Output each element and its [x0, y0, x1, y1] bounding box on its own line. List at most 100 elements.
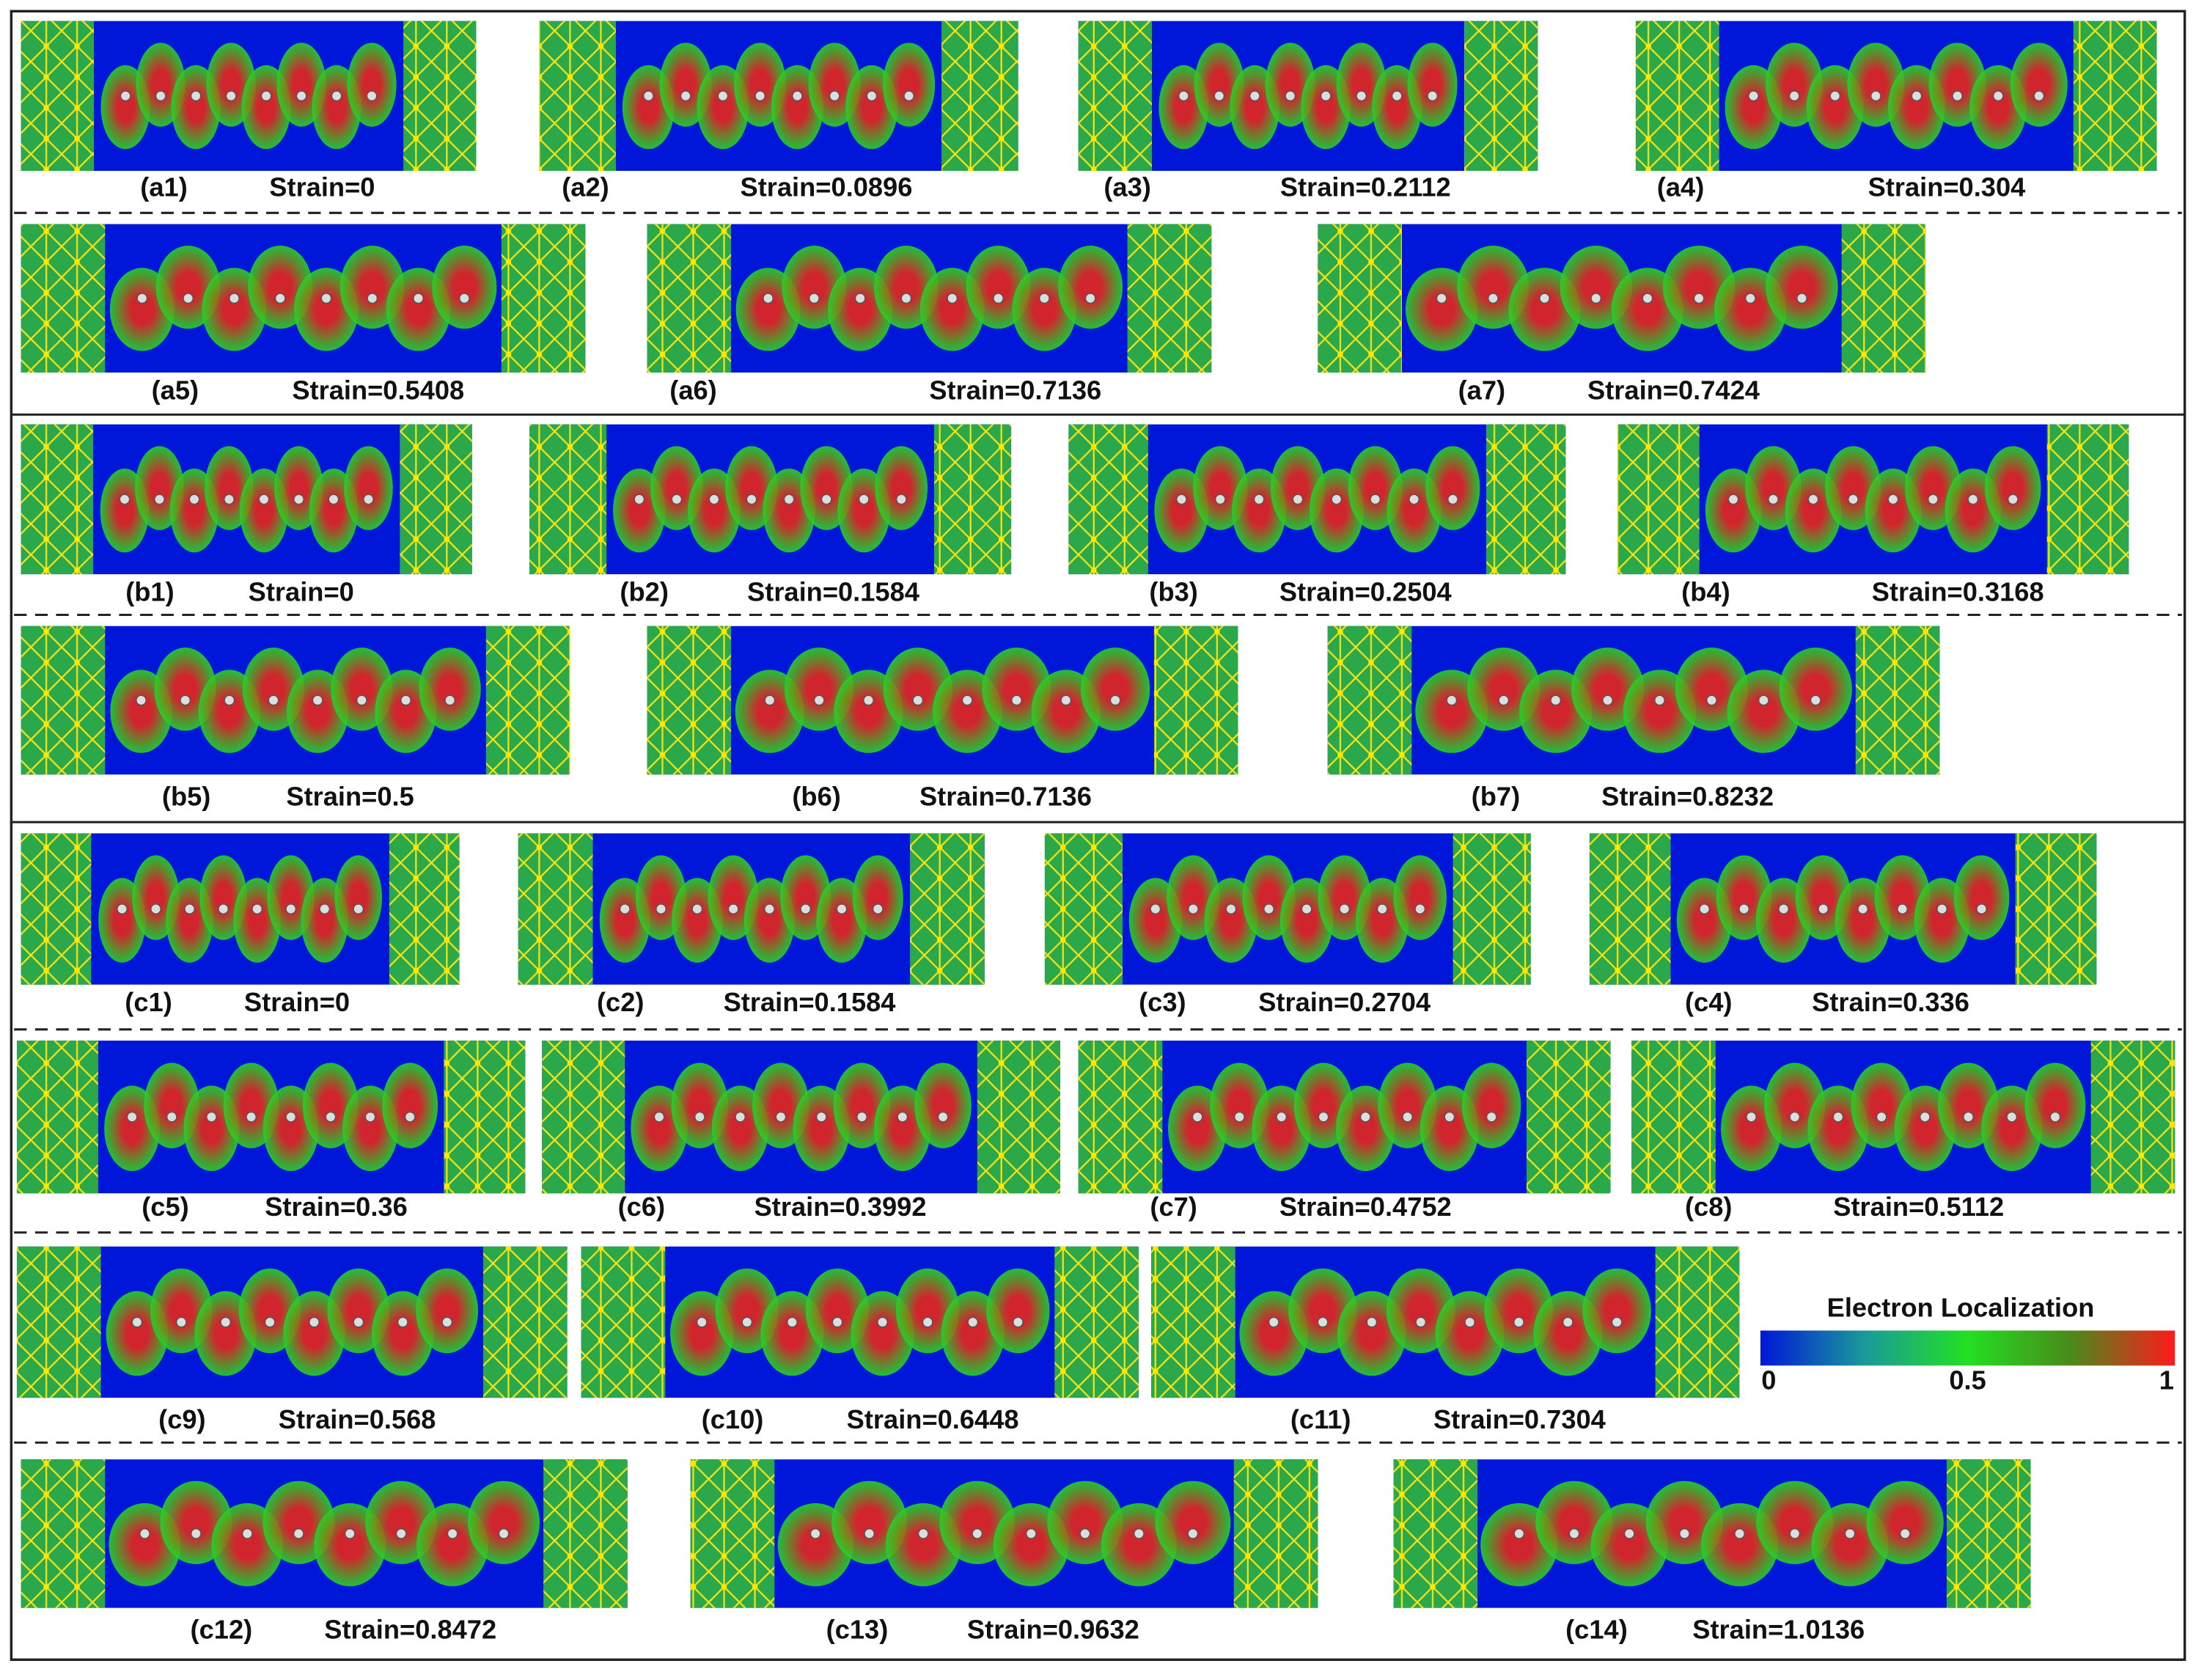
panel-label: (a4) [1657, 172, 1705, 202]
electrode-left [647, 224, 732, 373]
atom [1590, 293, 1602, 304]
electrode-right [1855, 626, 1940, 775]
atom [184, 903, 196, 915]
elf-panel: (c2) Strain=0.1584 [518, 833, 985, 1017]
panel-label: (c12) [191, 1615, 253, 1645]
atom [119, 494, 131, 505]
electrode-right [1526, 1041, 1611, 1194]
atom [1263, 903, 1274, 915]
atom [694, 1111, 705, 1123]
electron-density-blob [2024, 1063, 2086, 1148]
electrode-left [518, 833, 593, 985]
atom [1191, 1111, 1203, 1123]
atom [1366, 1316, 1378, 1328]
atom [131, 1316, 143, 1328]
atom [1936, 903, 1948, 915]
electrode-left [1631, 1041, 1716, 1194]
atom [268, 694, 279, 706]
electron-density-blob [1155, 1481, 1231, 1564]
atom [1427, 90, 1439, 102]
electrode-left [647, 626, 732, 775]
atom [1876, 1111, 1887, 1123]
atom [225, 90, 237, 102]
atom [139, 1527, 150, 1539]
elf-panel: (a1) Strain=0 [21, 21, 477, 202]
electrode-right [501, 224, 586, 373]
atom [900, 293, 912, 304]
atom [691, 903, 703, 915]
atom [1734, 1527, 1746, 1539]
elf-panel: (b4) Strain=0.3168 [1617, 424, 2129, 606]
strain-caption: Strain=0.336 [1812, 987, 1969, 1017]
atom [836, 903, 848, 915]
strain-caption: Strain=0.9632 [967, 1615, 1139, 1645]
electron-density-blob [1393, 855, 1447, 940]
panel-label: (c7) [1150, 1192, 1197, 1222]
electrode-right [1486, 424, 1566, 575]
atom [967, 1316, 979, 1328]
atom [1899, 1527, 1911, 1539]
atom [117, 903, 128, 915]
atom [328, 494, 339, 505]
atom [1705, 694, 1717, 706]
electron-density-blob [416, 1268, 479, 1354]
strain-caption: Strain=1.0136 [1692, 1615, 1865, 1645]
electron-density-blob [2010, 43, 2068, 127]
atom [735, 1111, 746, 1123]
elf-panel: (c13) Strain=0.9632 [690, 1459, 1318, 1645]
atom [937, 1111, 949, 1123]
atom [447, 1527, 458, 1539]
atom [1233, 1111, 1245, 1123]
atom [264, 1316, 276, 1328]
panel-label: (b5) [162, 781, 210, 811]
electrode-right [485, 626, 570, 775]
strain-caption: Strain=0 [249, 576, 354, 606]
atom [353, 903, 364, 915]
atom [619, 903, 631, 915]
atom [1331, 494, 1343, 505]
atom [961, 694, 973, 706]
strain-caption: Strain=0.7424 [1587, 375, 1760, 405]
atom [154, 494, 165, 505]
colorbar-gradient [1760, 1330, 2175, 1366]
atom [903, 90, 915, 102]
atom [696, 1316, 708, 1328]
panel-label: (c14) [1565, 1615, 1628, 1645]
atom [1498, 694, 1510, 706]
atom [400, 694, 411, 706]
atom [1414, 903, 1426, 915]
panel-label: (b4) [1681, 576, 1730, 606]
electrode-left [1327, 626, 1412, 775]
atom [325, 1111, 337, 1123]
atom [285, 1111, 297, 1123]
electrode-left [1393, 1459, 1478, 1608]
atom [1693, 293, 1705, 304]
elf-panel: (a2) Strain=0.0896 [539, 21, 1018, 202]
atom [1818, 903, 1829, 915]
atom [1699, 903, 1711, 915]
panel-label: (a5) [152, 375, 199, 405]
atom [1832, 1111, 1844, 1123]
electron-density-blob [1407, 43, 1458, 127]
electrode-right [1453, 833, 1531, 985]
atom [877, 1316, 889, 1328]
electrode-left [1635, 21, 1719, 172]
atom [1225, 903, 1237, 915]
atom [1963, 1111, 1974, 1123]
atom [1359, 1111, 1371, 1123]
atom [1391, 90, 1403, 102]
electrode-right [2090, 1041, 2175, 1194]
atom [1847, 494, 1859, 505]
electron-density-blob [852, 855, 903, 940]
atom [1887, 494, 1899, 505]
atom [136, 694, 147, 706]
atom [1789, 1111, 1801, 1123]
atom [1253, 494, 1265, 505]
electron-density-blob [1779, 648, 1852, 731]
atom [763, 903, 775, 915]
atom [356, 694, 367, 706]
atom [1415, 1316, 1427, 1328]
atom [319, 903, 331, 915]
elf-panel: (c1) Strain=0 [21, 833, 460, 1017]
